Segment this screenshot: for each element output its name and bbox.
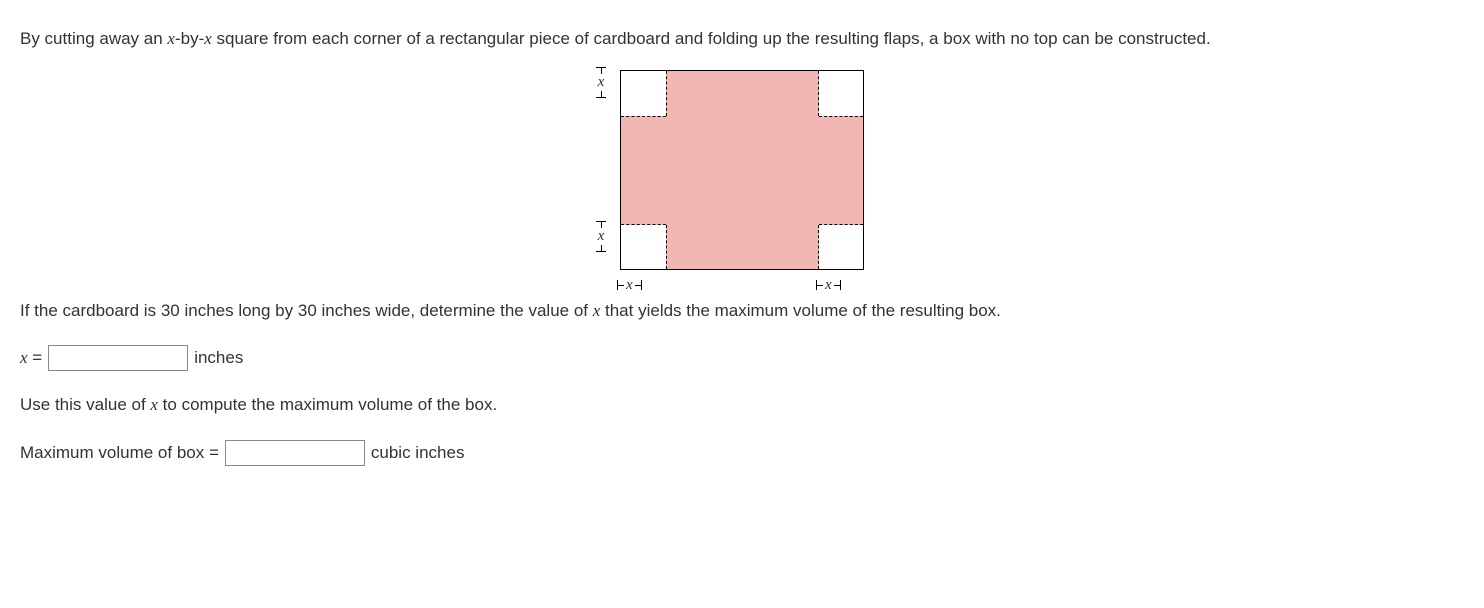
instr2-part2: to compute the maximum volume of the box…: [158, 395, 497, 414]
box-diagram: x x: [620, 70, 864, 270]
cardboard-outline: [620, 70, 864, 270]
dash-line: [818, 225, 819, 269]
diagram-container: x x: [20, 70, 1464, 275]
instr2-part1: Use this value of: [20, 395, 150, 414]
dim-part4: that yields the maximum volume of the re…: [600, 301, 1001, 320]
measure-x-label: x: [598, 229, 605, 244]
dim-length: 30: [161, 301, 180, 320]
measure-x-label: x: [626, 278, 633, 293]
dash-line: [818, 71, 819, 116]
measure-tick: [840, 280, 841, 290]
measure-x-label: x: [825, 278, 832, 293]
intro-part2: -by-: [175, 29, 204, 48]
answer-volume-row: Maximum volume of box = cubic inches: [20, 440, 1464, 466]
measure-tick: [596, 251, 606, 252]
dim-part1: If the cardboard is: [20, 301, 161, 320]
intro-text: By cutting away an x-by-x square from ea…: [20, 27, 1464, 52]
answer-x-equals: =: [28, 348, 43, 367]
intro-part1: By cutting away an: [20, 29, 167, 48]
answer-x-var: x =: [20, 348, 42, 368]
instruction2-text: Use this value of x to compute the maxim…: [20, 393, 1464, 418]
intro-var2: x: [204, 29, 212, 48]
measure-stem: [601, 222, 602, 228]
dim-part3: inches wide, determine the value of: [317, 301, 593, 320]
answer-x-row: x = inches: [20, 345, 1464, 371]
dash-line: [819, 116, 863, 117]
dash-line: [819, 224, 863, 225]
measure-tick: [596, 97, 606, 98]
measure-stem: [601, 68, 602, 74]
instr2-var: x: [150, 395, 158, 414]
pink-fill-v: [666, 71, 819, 269]
dash-line: [621, 116, 666, 117]
measure-x-label: x: [598, 75, 605, 90]
measure-bottom-x-right: x: [816, 278, 841, 293]
dimensions-text: If the cardboard is 30 inches long by 30…: [20, 299, 1464, 324]
intro-part3: square from each corner of a rectangular…: [212, 29, 1211, 48]
dash-line: [666, 71, 667, 116]
measure-top-left: x: [596, 67, 606, 98]
dim-width: 30: [298, 301, 317, 320]
volume-value-input[interactable]: [225, 440, 365, 466]
intro-var1: x: [167, 29, 175, 48]
dash-line: [621, 224, 666, 225]
dim-part2: inches long by: [180, 301, 298, 320]
measure-bottom-x-left: x: [617, 278, 642, 293]
measure-bottom-left: x: [596, 221, 606, 252]
dash-line: [666, 225, 667, 269]
answer-x-var-letter: x: [20, 348, 28, 367]
measure-stem: [817, 285, 823, 286]
answer-x-unit: inches: [194, 348, 243, 368]
measure-stem: [618, 285, 624, 286]
answer-volume-label: Maximum volume of box =: [20, 443, 219, 463]
answer-volume-unit: cubic inches: [371, 443, 465, 463]
measure-tick: [641, 280, 642, 290]
x-value-input[interactable]: [48, 345, 188, 371]
